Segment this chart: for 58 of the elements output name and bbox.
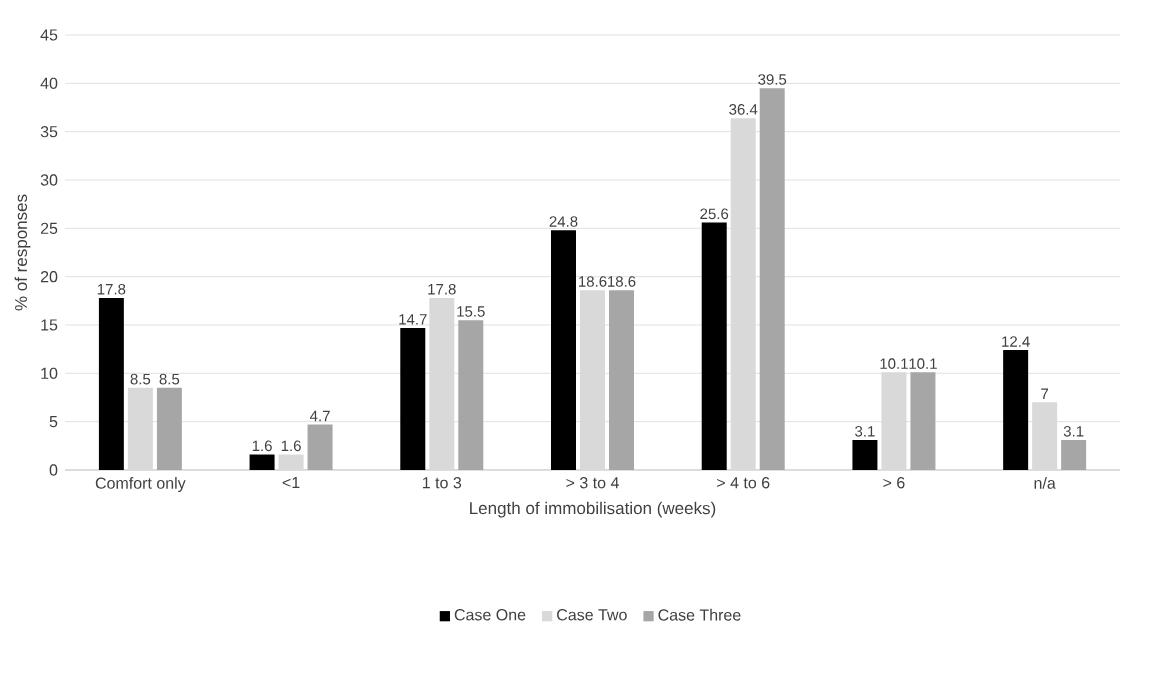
bar (307, 424, 333, 470)
x-axis-title: Length of immobilisation (weeks) (470, 501, 716, 518)
data-label: 8.5 (159, 373, 180, 385)
x-tick-label: > 3 to 4 (566, 477, 619, 489)
y-tick-label: 35 (40, 126, 58, 138)
legend-label: Case Three (658, 608, 741, 621)
data-label: 12.4 (1002, 336, 1030, 347)
y-tick-label: 0 (49, 464, 58, 476)
data-label: 4.7 (309, 410, 330, 422)
x-tick-label: > 4 to 6 (717, 477, 770, 489)
data-label: 17.8 (428, 283, 456, 295)
x-tick-label: 1 to 3 (423, 477, 462, 489)
bar (551, 230, 576, 470)
data-label: 25.6 (700, 208, 729, 220)
data-label: 1.6 (252, 440, 272, 452)
bar (458, 320, 484, 470)
x-tick-label: <1 (282, 477, 300, 489)
data-label: 1.6 (281, 440, 301, 452)
data-label: 10.1 (909, 358, 937, 369)
data-label: 18.6 (579, 276, 607, 287)
bar (156, 387, 182, 470)
y-tick-label: 5 (49, 416, 58, 428)
y-tick-label: 15 (41, 319, 58, 331)
data-label: 39.5 (758, 74, 787, 85)
data-label: 3.1 (855, 426, 875, 437)
y-tick-label: 10 (41, 367, 58, 379)
y-tick-label: 40 (40, 77, 58, 89)
bar (609, 290, 635, 470)
data-label: 7 (1041, 388, 1049, 399)
bar (278, 454, 304, 470)
data-label: 17.8 (97, 283, 126, 295)
data-label: 36.4 (729, 104, 758, 115)
bar (701, 222, 727, 470)
legend-label: Case One (454, 609, 526, 621)
bar (249, 454, 275, 470)
data-label: 8.5 (130, 373, 151, 385)
data-label: 24.8 (549, 216, 578, 227)
y-tick-label: 20 (40, 271, 58, 283)
bar (98, 297, 124, 470)
bar (759, 88, 785, 470)
x-tick-label: n/a (1034, 477, 1056, 489)
y-tick-label: 45 (40, 29, 58, 41)
y-tick-label: 25 (40, 222, 58, 234)
data-label: 3.1 (1063, 426, 1084, 437)
bar (1061, 440, 1087, 470)
x-tick-label: > 6 (883, 477, 905, 489)
x-tick-label: Comfort only (95, 477, 186, 492)
bar (400, 327, 426, 470)
data-label: 14.7 (399, 314, 427, 325)
data-label: 15.5 (457, 306, 485, 317)
bar (1003, 350, 1029, 470)
legend-label: Case Two (557, 609, 627, 621)
bar (910, 372, 936, 470)
y-tick-label: 30 (40, 174, 58, 186)
data-label: 18.6 (608, 276, 636, 287)
y-axis-title: % of responses (14, 194, 31, 311)
bar (852, 440, 878, 470)
data-label: 10.1 (880, 358, 908, 369)
